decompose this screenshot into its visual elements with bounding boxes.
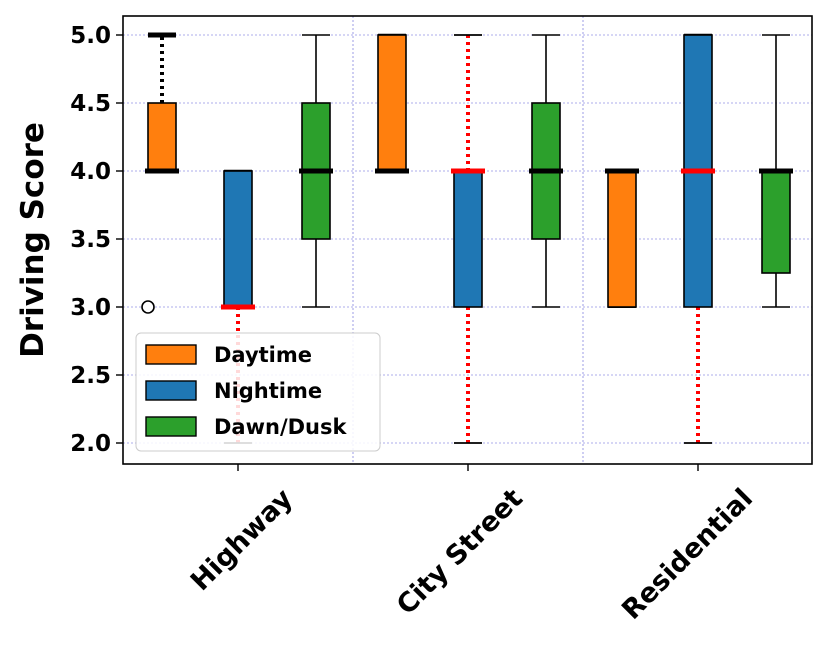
box-nightime-residential [681, 33, 715, 444]
y-tick-label: 4.0 [70, 159, 111, 185]
y-tick-label: 3.0 [70, 295, 111, 321]
legend-label-dawn-dusk: Dawn/Dusk [214, 415, 348, 439]
box-body [223, 170, 253, 308]
box-body [453, 170, 483, 308]
box-body [607, 170, 637, 308]
legend-label-daytime: Daytime [214, 343, 312, 367]
y-tick-label: 3.5 [70, 227, 111, 253]
box-body [147, 102, 177, 172]
box-daytime-residential [605, 168, 639, 308]
box-daytime-city-street [375, 33, 409, 174]
y-tick-label: 2.0 [70, 431, 111, 457]
box-nightime-city-street [451, 34, 485, 444]
box-dawn-dusk-highway [299, 34, 333, 308]
box-body [377, 34, 407, 172]
x-tick-label-residential: Residential [616, 483, 759, 626]
y-tick-label: 4.5 [70, 91, 111, 117]
legend-frame [135, 332, 381, 452]
x-axis: Highway City Street Residential [185, 464, 759, 626]
legend-label-nightime: Nightime [214, 379, 322, 403]
legend-swatch-nightime [145, 380, 197, 401]
legend-swatch-daytime [145, 344, 197, 365]
x-tick-label-highway: Highway [185, 483, 299, 597]
y-tick-label: 5.0 [70, 23, 111, 49]
box-dawn-dusk-city-street [529, 34, 563, 308]
outlier-point [141, 300, 155, 314]
boxes-layer [141, 32, 793, 444]
box-dawn-dusk-residential [759, 34, 793, 308]
x-tick-label-city-street: City Street [391, 483, 529, 621]
box-body [761, 170, 791, 274]
y-axis: 2.0 2.5 3.0 3.5 4.0 4.5 5.0 [70, 23, 123, 457]
y-axis-title: Driving Score [15, 122, 51, 358]
y-tick-label: 2.5 [70, 363, 111, 389]
box-daytime-highway [141, 32, 179, 314]
legend: Daytime Nightime Dawn/Dusk [135, 332, 381, 452]
legend-swatch-dawn-dusk [145, 416, 197, 437]
